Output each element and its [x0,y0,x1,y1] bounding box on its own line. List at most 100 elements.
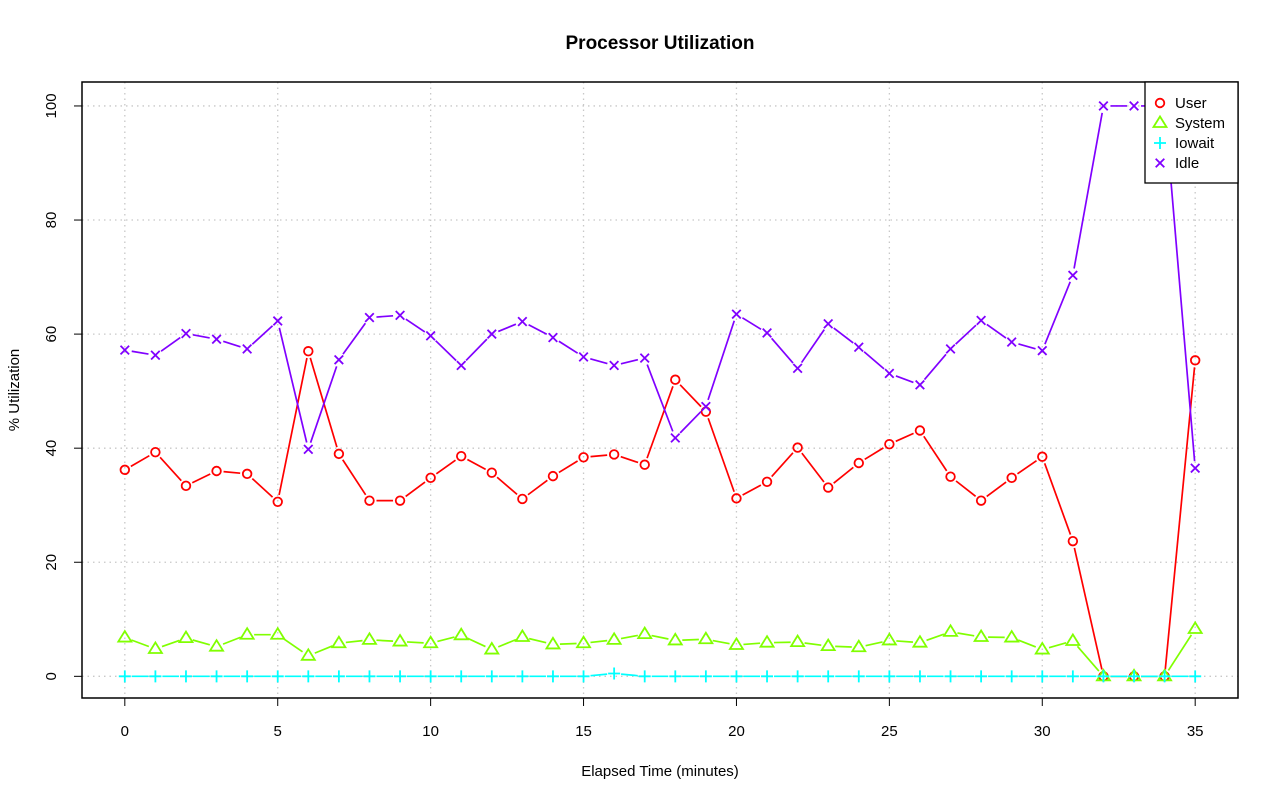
legend-label-user: User [1175,95,1207,112]
data-point-system [1187,620,1204,634]
data-point-iowait [1036,670,1049,683]
series-line-segment-idle [528,324,548,336]
data-point-system [514,628,531,642]
series-line-segment-system [957,632,975,637]
data-point-idle [762,328,772,338]
data-point-idle [272,316,283,326]
data-point-user [241,468,253,480]
y-tick-label: 60 [43,326,60,343]
data-point-idle [456,360,467,371]
data-point-iowait [332,670,345,683]
data-point-system [850,639,867,653]
series-line-segment-idle [160,336,181,352]
series-line-segment-user [1016,460,1037,475]
data-point-idle [915,379,925,390]
y-tick-label: 40 [43,440,60,457]
data-point-system [330,635,348,649]
data-point-iowait [1189,670,1202,683]
series-line-segment-idle [376,314,394,318]
x-tick-label: 15 [575,723,592,740]
series-line-segment-user [955,480,977,498]
data-point-system [269,626,286,640]
data-point-iowait [149,670,162,683]
series-line-segment-user [1164,367,1196,670]
data-point-user [945,471,956,482]
data-point-iowait [730,670,743,683]
data-point-iowait [485,670,498,683]
series-line-segment-user [1073,547,1103,670]
data-point-idle [823,318,834,329]
data-point-user [394,495,406,506]
data-point-system [911,634,929,648]
series-line-segment-system [743,642,761,646]
data-point-user [456,450,467,462]
series-line-segment-user [496,476,518,496]
chart-title: Processor Utilization [566,33,755,54]
data-point-iowait [1005,670,1018,683]
series-line-segment-system [314,645,333,654]
series-line-segment-system [437,636,455,643]
series-line-segment-idle [741,317,762,331]
legend-marker-user [1154,97,1166,109]
y-tick-label: 20 [43,554,60,571]
data-point-iowait [1158,670,1171,683]
data-point-user [853,457,864,469]
data-point-iowait [577,670,590,683]
series-line-segment-user [342,459,367,496]
data-point-user [914,425,926,436]
data-point-user [1067,535,1079,547]
series-line-segment-idle [1044,281,1072,345]
data-point-user [333,448,345,460]
series-line-segment-user [590,454,608,458]
x-tick-label: 20 [728,723,745,740]
x-tick-label: 10 [422,723,439,740]
x-tick-label: 35 [1187,723,1204,740]
series-line-segment-system [1167,634,1193,671]
data-point-system [789,633,806,648]
data-point-user [975,495,987,506]
series-line-segment-system [467,637,486,648]
data-point-system [208,638,225,652]
series-line-segment-idle [986,323,1007,339]
data-point-system [177,629,195,644]
series-line-segment-idle [497,323,517,333]
data-point-system [758,634,776,648]
series-line-segment-system [283,637,304,653]
series-line-segment-user [527,479,548,496]
series-line-segment-system [161,639,180,648]
series-line-segment-system [406,641,424,644]
data-point-user [211,465,222,477]
data-point-user [884,438,895,450]
data-point-iowait [883,670,896,683]
series-line-segment-idle [923,353,947,381]
data-point-idle [1190,463,1201,474]
series-line-segment-idle [833,327,854,344]
y-tick-label: 100 [43,93,60,118]
series-line-segment-user [620,455,639,464]
data-point-user [792,442,803,453]
series-line-segment-idle [620,358,639,365]
series-line-segment-system [590,639,608,644]
x-tick-label: 5 [274,723,282,740]
legend-label-idle: Idle [1175,155,1199,172]
y-tick-label: 80 [43,212,60,229]
data-point-idle [853,342,864,353]
series-line-segment-user [833,466,854,484]
series-line-segment-user [223,470,241,475]
data-point-system [147,640,164,654]
series-line-segment-system [497,638,517,648]
series-line-segment-idle [770,337,794,364]
series-line-segment-user [707,417,735,493]
data-point-iowait [394,670,407,683]
series-line-segment-user [646,386,674,459]
data-point-idle [792,363,803,374]
series-line-segment-user [679,384,702,408]
x-tick-label: 30 [1034,723,1051,740]
series-line-segment-user [405,481,426,498]
axes: 0 5 10 15 20 25 30 35 0 20 40 60 80 100 [43,81,1239,740]
data-point-iowait [822,670,835,683]
data-point-user [547,470,559,482]
series-line-segment-user [801,452,825,483]
data-point-system [575,635,592,649]
data-point-user [425,472,436,484]
